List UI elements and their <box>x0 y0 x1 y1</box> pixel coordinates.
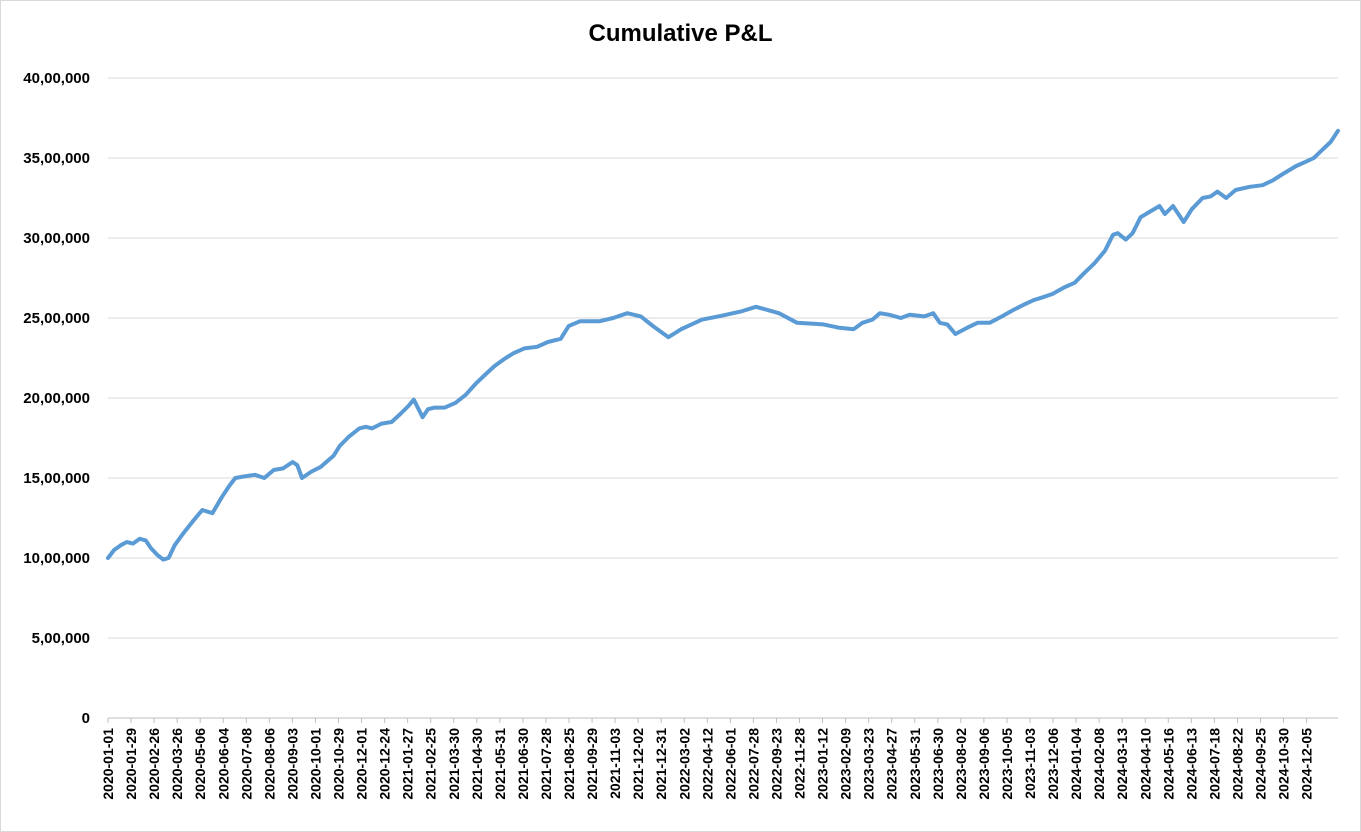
x-tick-label: 2022-11-28 <box>792 728 808 799</box>
x-tick-label: 2021-12-31 <box>653 728 669 800</box>
x-tick-label: 2021-02-25 <box>423 728 439 800</box>
x-tick-label: 2024-04-10 <box>1137 728 1153 800</box>
x-tick-label: 2020-12-01 <box>354 728 370 800</box>
x-tick-label: 2021-03-30 <box>446 728 462 800</box>
x-tick-label: 2020-12-24 <box>377 728 393 800</box>
y-tick-label: 5,00,000 <box>32 630 90 647</box>
y-tick-label: 0 <box>82 710 90 727</box>
x-tick-label: 2021-07-28 <box>538 728 554 800</box>
y-tick-label: 15,00,000 <box>23 470 90 487</box>
x-tick-label: 2022-07-28 <box>745 728 761 800</box>
x-tick-label: 2021-09-29 <box>584 728 600 800</box>
x-tick-label: 2023-01-12 <box>815 728 831 800</box>
x-tick-label: 2021-12-02 <box>630 728 646 800</box>
x-tick-label: 2024-01-04 <box>1068 728 1084 800</box>
x-tick-label: 2020-05-06 <box>192 728 208 800</box>
x-tick-label: 2024-06-13 <box>1183 728 1199 800</box>
y-tick-label: 20,00,000 <box>23 390 90 407</box>
x-tick-label: 2022-03-02 <box>676 728 692 800</box>
x-tick-label: 2020-03-26 <box>169 728 185 800</box>
x-tick-label: 2024-12-05 <box>1299 728 1315 800</box>
x-tick-label: 2023-09-06 <box>976 728 992 800</box>
x-tick-label: 2020-09-03 <box>284 728 300 800</box>
x-tick-label: 2022-06-01 <box>722 728 738 800</box>
x-tick-label: 2021-05-31 <box>492 728 508 800</box>
x-tick-label: 2023-03-23 <box>861 728 877 800</box>
x-tick-label: 2024-03-13 <box>1114 728 1130 800</box>
x-tick-label: 2021-08-25 <box>561 728 577 800</box>
x-tick-label: 2024-10-30 <box>1276 728 1292 800</box>
x-tick-label: 2023-08-02 <box>953 728 969 800</box>
x-tick-label: 2024-08-22 <box>1229 728 1245 800</box>
x-tick-label: 2021-11-03 <box>607 728 623 799</box>
x-tick-label: 2023-10-05 <box>999 728 1015 800</box>
y-tick-label: 40,00,000 <box>23 70 90 87</box>
x-tick-label: 2020-06-04 <box>215 728 231 800</box>
series-line <box>106 128 1340 562</box>
x-tick-label: 2020-01-01 <box>100 728 116 800</box>
x-tick-label: 2023-12-06 <box>1045 728 1061 800</box>
x-tick-label: 2021-04-30 <box>469 728 485 800</box>
x-tick-label: 2020-08-06 <box>261 728 277 800</box>
x-tick-label: 2020-10-01 <box>307 728 323 800</box>
x-tick-label: 2021-01-27 <box>400 728 416 800</box>
x-tick-label: 2020-10-29 <box>331 728 347 800</box>
x-tick-label: 2020-01-29 <box>123 728 139 800</box>
x-tick-label: 2023-02-09 <box>838 728 854 800</box>
x-tick-label: 2023-11-03 <box>1022 728 1038 799</box>
x-tick-label: 2022-09-23 <box>768 728 784 800</box>
x-tick-label: 2020-07-08 <box>238 728 254 800</box>
x-tick-label: 2023-06-30 <box>930 728 946 800</box>
x-tick-label: 2024-05-16 <box>1160 728 1176 800</box>
x-tick-label: 2023-05-31 <box>907 728 923 800</box>
chart-title: Cumulative P&L <box>588 20 773 47</box>
x-tick-label: 2024-07-18 <box>1206 728 1222 800</box>
y-tick-label: 30,00,000 <box>23 230 90 247</box>
x-tick-label: 2024-09-25 <box>1253 728 1269 800</box>
x-tick-label: 2024-02-08 <box>1091 728 1107 800</box>
y-tick-label: 35,00,000 <box>23 150 90 167</box>
y-tick-label: 10,00,000 <box>23 550 90 567</box>
x-tick-label: 2020-02-26 <box>146 728 162 800</box>
x-tick-label: 2022-04-12 <box>699 728 715 800</box>
x-tick-label: 2023-04-27 <box>884 728 900 800</box>
y-tick-label: 25,00,000 <box>23 310 90 327</box>
x-tick-label: 2021-06-30 <box>515 728 531 800</box>
